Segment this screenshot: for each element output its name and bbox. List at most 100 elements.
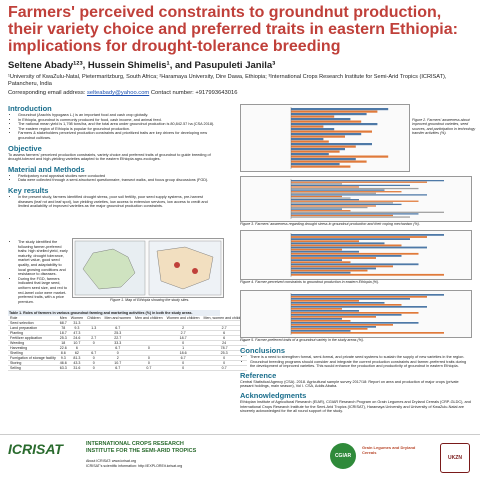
bar-mark [291, 110, 378, 113]
contact-email-link[interactable]: selteabady@yahoo.com [86, 90, 150, 96]
table-row: Land preparation 78 9.3 1.3 6.7 2 2.7 [8, 325, 247, 332]
bar-mark [291, 271, 351, 274]
bar-mark [291, 197, 351, 199]
bar-mark [291, 298, 410, 300]
table-header-cell: Men, women and children [201, 316, 247, 322]
table-cell: 2.7 [85, 335, 103, 342]
table-cell: 24.6 [68, 335, 86, 342]
bar-mark [291, 133, 362, 136]
objective-text: To assess farmers' perceived production … [8, 152, 211, 162]
bar-mark [291, 316, 376, 318]
bar-mark [291, 257, 376, 259]
objective-heading: Objective [8, 143, 42, 153]
list-item: In the present study, farmers identified… [18, 195, 218, 209]
table-cell: 0.7 [133, 365, 165, 372]
table-cell: 1.3 [85, 325, 103, 332]
bar-mark [291, 150, 340, 153]
bar-mark [291, 246, 427, 249]
table-cell [133, 335, 165, 342]
list-item: Groundnut (Arachis hypogaea L.) is an im… [18, 113, 218, 118]
table-cell: 0.7 [201, 365, 247, 372]
bar-mark [291, 125, 324, 128]
about-link[interactable]: About ICRISAT: www.icrisat.org [86, 459, 137, 463]
list-item: In Ethiopia, groundnut is commonly produ… [18, 118, 218, 123]
table-cell: 0 [164, 365, 202, 372]
table-cell: 1 [164, 345, 202, 352]
bar-mark [291, 250, 359, 253]
table-cell: 0 [85, 365, 103, 372]
table-cell: 46.6 [57, 360, 69, 367]
figure-3-caption: Figure 3. Farmers' awareness regarding d… [240, 222, 420, 226]
table-cell [133, 340, 165, 347]
bar-mark [291, 158, 356, 161]
table-cell: 47.3 [68, 330, 86, 337]
gldc-logo: Grain Legumes and Dryland Cereals [362, 445, 416, 455]
table-cell: 0 [201, 360, 247, 367]
bar-mark [291, 181, 427, 183]
table-cell: 2.7 [201, 325, 247, 332]
table-cell: 18 [57, 340, 69, 347]
table-cell: 0 [133, 345, 165, 352]
table-cell: 9.3 [57, 355, 69, 362]
bar-mark [291, 183, 342, 185]
impact-link[interactable]: ICRISAT's scientific information: http:/… [86, 464, 183, 468]
bar-mark [291, 153, 329, 156]
table-cell: Land preparation [8, 325, 58, 332]
table-cell: 78.7 [201, 345, 247, 352]
table-cell: 0 [85, 340, 103, 347]
table-cell: 0 [164, 360, 202, 367]
roles-table-block: Table 1. Roles of farmers in various gro… [8, 310, 247, 372]
table-row: Weeding 18 10.7 0 33.3 0 24 [8, 340, 247, 347]
footer: ICRISAT INTERNATIONAL CROPS RESEARCH INS… [0, 434, 480, 481]
results-heading: Key results [8, 185, 49, 195]
table-cell: 25.3 [201, 350, 247, 357]
table-cell: 9.3 [68, 325, 86, 332]
bar-mark [291, 261, 351, 264]
bar-mark [291, 324, 393, 326]
bar-mark [291, 208, 342, 210]
table-cell: 33.3 [102, 340, 134, 347]
bar-mark [291, 205, 376, 207]
table-header-cell: Women [68, 316, 86, 322]
bar-mark [291, 234, 444, 236]
bar-mark [291, 273, 444, 276]
figure-5-chart [240, 290, 472, 338]
bar-mark [291, 191, 402, 193]
table-cell: Weeding [8, 340, 58, 347]
institute-name: INTERNATIONAL CROPS RESEARCH INSTITUTE F… [86, 441, 197, 454]
bar-mark [291, 267, 376, 270]
table-cell: 0 [102, 350, 134, 357]
bar-mark [291, 269, 368, 272]
figure-3-chart [240, 176, 472, 222]
list-item: The eastern region of Ethiopia is popula… [18, 127, 218, 132]
bar-mark [291, 238, 410, 240]
figure-5-caption: Figure 5. Farmer-preferred traits of a g… [240, 338, 364, 342]
conclusions-list: There is a need to strengthen formal, se… [240, 355, 472, 369]
icrisat-logo: ICRISAT [8, 441, 63, 457]
list-item: During the FGD, farmers indicated that l… [18, 277, 68, 305]
left-column: Introduction Groundnut (Arachis hypogaea… [8, 104, 218, 209]
methods-list: Participatory rural appraisal studies we… [8, 174, 218, 183]
bar-mark [291, 259, 342, 261]
bar-mark [291, 294, 444, 296]
figure-2-caption: Figure 2. Farmers' awareness about impro… [412, 118, 476, 135]
bar-mark [291, 189, 385, 191]
table-row: Harvesting 22.6 6 6.7 0 1 78.7 [8, 345, 247, 352]
roles-table: Role Men Women Children Men and women Men and… [8, 316, 247, 372]
table-cell [133, 320, 165, 327]
bar-mark [291, 210, 351, 212]
bar-mark [291, 320, 351, 322]
bar-mark [291, 211, 444, 213]
bar-mark [291, 306, 427, 308]
bar-mark [291, 148, 345, 151]
bar-mark [291, 192, 376, 194]
bar-mark [291, 328, 368, 330]
table-cell: 68.7 [57, 320, 69, 327]
bar-mark [291, 165, 351, 168]
bar-mark [291, 302, 385, 304]
table-cell [85, 330, 103, 337]
table-cell: 31.3 [68, 320, 86, 327]
table-header-cell: Role [8, 316, 58, 322]
bar-mark [291, 163, 340, 166]
bar-mark [291, 296, 427, 298]
